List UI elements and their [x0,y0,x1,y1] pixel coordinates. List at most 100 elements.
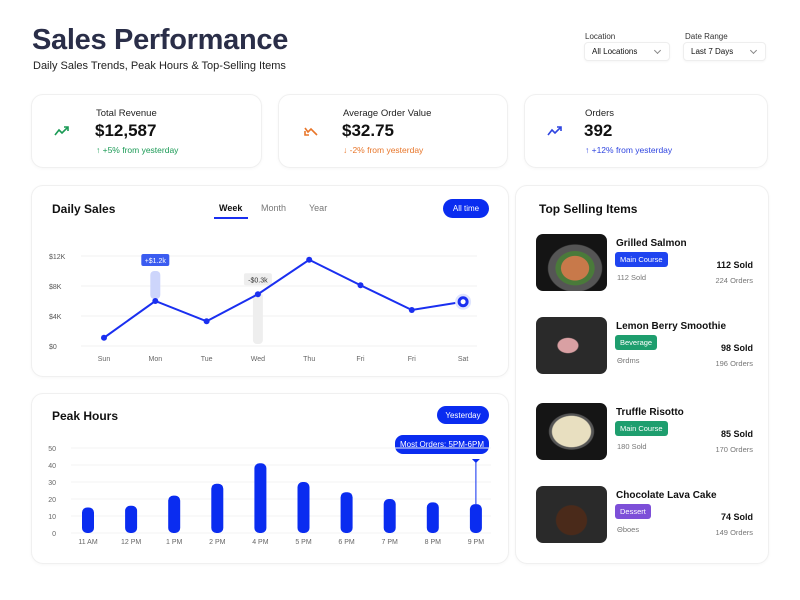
x-tick-label: 9 PM [468,539,485,546]
bar[interactable] [125,505,138,533]
x-tick-label: Sun [98,356,111,363]
x-tick-label: Tue [201,356,213,363]
data-point[interactable] [457,296,469,308]
yesterday-filter-button[interactable]: Yesterday [437,406,489,424]
item-photo [536,403,607,460]
bar[interactable] [168,495,181,533]
item-subtext: Θboes [617,525,640,534]
bar[interactable] [426,502,439,533]
daily-sales-chart: $0 $4K $8K $12K Sun Mon Tue Wed Thu Fri Fri Sat +$1.… [49,254,477,363]
peak-hours-chart: 0 10 20 30 40 50 11 AM 12 PM 1 PM 2 PM 4 PM 5 PM 6 P… [48,446,491,546]
item-subtext: 180 Sold [617,442,647,451]
chevron-down-icon [653,46,662,54]
item-orders: 196 Orders [715,359,753,368]
tab-year[interactable]: Year [309,203,328,213]
item-category-badge: Main Course [615,252,668,267]
x-tick-label: 12 PM [121,539,141,546]
date-range-label: Date Range [685,32,728,41]
peak-hours-title: Peak Hours [52,409,119,423]
item-sold: 85 Sold [720,429,753,439]
location-value: All Locations [592,47,638,56]
bar[interactable] [469,504,482,533]
x-tick-label: 8 PM [425,539,442,546]
item-subtext: 112 Sold [617,273,647,282]
top-item[interactable]: Truffle Risotto Main Course 180 Sold 85 … [516,402,770,462]
change-label: +$1.2k [145,258,167,265]
kpi-card-total-revenue: Total Revenue $12,587 ↑ +5% from yesterd… [31,94,262,168]
sales-line [103,258,464,339]
kpi-value: $12,587 [95,121,157,140]
top-selling-card: Top Selling Items Grilled Salmon Main Co… [515,185,769,564]
most-orders-callout: Most Orders: 5PM-6PM [395,435,489,454]
bar[interactable] [297,482,310,533]
data-point[interactable] [203,318,210,325]
data-point[interactable] [306,256,313,263]
y-tick-label: 30 [48,480,56,487]
data-point[interactable] [254,291,261,298]
kpi-delta: ↑ +12% from yesterday [585,145,673,155]
date-range-select[interactable]: Last 7 Days [683,42,766,61]
kpi-value: $32.75 [342,121,394,140]
top-item[interactable]: Lemon Berry Smoothie Beverage Θrdms 98 S… [516,316,770,376]
top-item[interactable]: Chocolate Lava Cake Dessert Θboes 74 Sol… [516,485,770,545]
item-name: Grilled Salmon [616,238,687,249]
kpi-card-orders: Orders 392 ↑ +12% from yesterday [524,94,768,168]
tab-month[interactable]: Month [261,203,287,213]
x-tick-label: 5 PM [295,539,312,546]
change-label-bg [243,273,272,286]
data-point[interactable] [152,298,159,304]
item-name: Chocolate Lava Cake [616,490,717,501]
kpi-card-average-order-value: Average Order Value $32.75 ↓ -2% from ye… [278,94,508,168]
change-label: -$0.3k [248,277,268,284]
y-tick-label: 0 [52,531,56,538]
item-sold: 98 Sold [720,343,753,353]
item-name: Truffle Risotto [616,407,684,418]
item-orders: 170 Orders [715,445,753,454]
kpi-value: 392 [584,121,613,140]
x-tick-label: Fri [408,356,417,363]
date-range-value: Last 7 Days [691,47,734,56]
kpi-delta: ↓ -2% from yesterday [343,145,424,155]
callout-arrow [471,459,480,463]
item-photo [536,234,607,291]
all-time-button[interactable]: All time [443,199,489,218]
location-label: Location [585,32,616,41]
change-bar [252,292,263,344]
item-category-badge: Dessert [615,504,651,519]
item-orders: 224 Orders [715,276,753,285]
top-item[interactable]: Grilled Salmon Main Course 112 Sold 112 … [516,233,770,293]
x-tick-label: Sat [458,356,469,363]
chevron-down-icon [749,46,758,54]
y-tick-label: $8K [49,284,62,291]
y-tick-label: 40 [48,463,56,470]
bar[interactable] [254,463,267,533]
kpi-label: Average Order Value [343,108,432,119]
peak-hours-card: Peak Hours Yesterday Most Orders: 5PM-6P… [31,393,509,564]
data-point[interactable] [357,282,364,289]
kpi-label: Total Revenue [96,108,157,119]
x-tick-label: Mon [148,356,162,363]
x-tick-label: Thu [303,356,315,363]
top-selling-title: Top Selling Items [539,202,638,216]
kpi-label: Orders [585,108,615,119]
item-subtext: Θrdms [617,356,640,365]
x-tick-label: 2 PM [209,539,226,546]
x-tick-label: 6 PM [338,539,355,546]
x-tick-label: 4 PM [252,539,269,546]
data-point[interactable] [101,334,107,341]
x-tick-label: Wed [251,356,265,363]
x-tick-label: 7 PM [382,539,399,546]
item-category-badge: Main Course [615,421,668,436]
item-photo [536,317,607,374]
tab-week[interactable]: Week [219,203,243,213]
item-sold: 112 Sold [716,260,753,270]
data-point[interactable] [408,307,415,313]
x-tick-label: 11 AM [78,539,97,546]
bar[interactable] [340,492,353,533]
change-bar [150,271,161,299]
location-select[interactable]: All Locations [584,42,670,61]
bar[interactable] [383,499,396,533]
bar[interactable] [82,507,94,534]
y-tick-label: 10 [48,514,56,521]
bar[interactable] [211,483,224,533]
